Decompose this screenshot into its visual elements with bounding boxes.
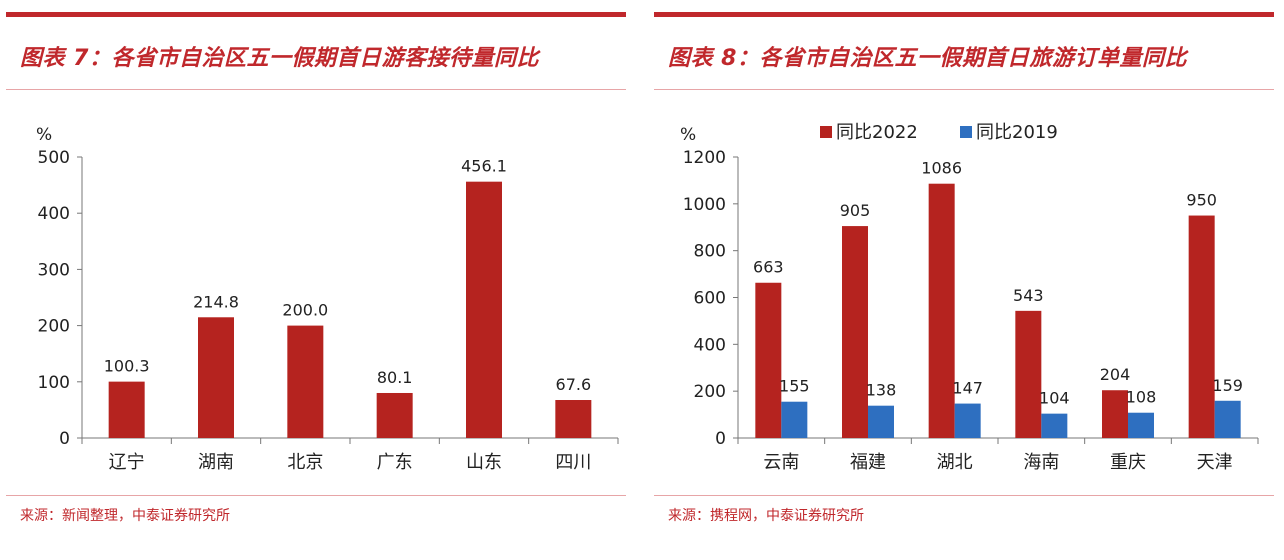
data-label: 204 bbox=[1100, 365, 1131, 384]
x-category-label: 云南 bbox=[763, 452, 799, 473]
bar-chart-orders: % 0 200 400 600 800 1000 1200 云南 福建 湖北 海南 重庆 天津 663 905… bbox=[680, 122, 1259, 473]
y-tick-label: 1000 bbox=[683, 195, 726, 215]
y-tick-label: 600 bbox=[694, 289, 726, 309]
x-category-label: 四川 bbox=[555, 452, 591, 473]
legend-swatch bbox=[820, 126, 832, 138]
data-label: 950 bbox=[1186, 191, 1217, 210]
bar bbox=[868, 405, 894, 438]
data-label: 159 bbox=[1212, 376, 1243, 395]
data-label: 100.3 bbox=[104, 357, 150, 376]
legend-entry: 同比2019 bbox=[976, 122, 1058, 143]
top-accent-rule bbox=[654, 12, 1274, 17]
bar-chart-visitors: % 0 100 200 300 400 500 辽宁 湖南 北京 广东 山东 四川 100.3 214.8 2… bbox=[36, 125, 619, 473]
legend-entry: 同比2022 bbox=[836, 122, 918, 143]
data-label: 147 bbox=[952, 379, 983, 398]
y-tick-label: 500 bbox=[38, 148, 70, 168]
data-label: 104 bbox=[1039, 389, 1070, 408]
data-label: 214.8 bbox=[193, 292, 239, 311]
bar bbox=[1102, 390, 1128, 438]
title-divider bbox=[6, 89, 626, 90]
x-category-label: 海南 bbox=[1023, 452, 1059, 473]
bar bbox=[108, 381, 145, 438]
x-category-label: 湖北 bbox=[937, 452, 973, 473]
chart-panel-visitors: 图表 7：各省市自治区五一假期首日游客接待量同比 % 0 100 200 300 400 5… bbox=[6, 0, 626, 560]
y-tick-label: 100 bbox=[38, 373, 70, 393]
y-unit-label: % bbox=[680, 125, 696, 145]
bar bbox=[1041, 413, 1068, 438]
x-category-label: 山东 bbox=[466, 452, 502, 473]
bar bbox=[781, 401, 808, 438]
x-category-label: 重庆 bbox=[1110, 452, 1146, 473]
x-category-label: 辽宁 bbox=[109, 452, 145, 473]
y-unit-label: % bbox=[36, 125, 52, 145]
data-label: 80.1 bbox=[377, 368, 413, 387]
data-label: 138 bbox=[866, 381, 897, 400]
bar bbox=[842, 226, 868, 438]
chart-title: 图表 7：各省市自治区五一假期首日游客接待量同比 bbox=[20, 46, 539, 71]
bar bbox=[755, 282, 782, 438]
legend-swatch bbox=[960, 126, 972, 138]
source-divider bbox=[6, 495, 626, 496]
title-divider bbox=[654, 89, 1274, 90]
data-label: 108 bbox=[1126, 388, 1157, 407]
data-label: 67.6 bbox=[556, 375, 592, 394]
y-tick-label: 800 bbox=[694, 242, 726, 262]
x-category-label: 天津 bbox=[1197, 452, 1233, 473]
y-tick-label: 1200 bbox=[683, 148, 726, 168]
bar bbox=[1188, 215, 1215, 438]
data-label: 155 bbox=[779, 377, 810, 396]
data-label: 663 bbox=[753, 258, 784, 277]
y-tick-label: 0 bbox=[59, 429, 70, 449]
x-category-label: 北京 bbox=[287, 452, 323, 473]
bar bbox=[287, 325, 324, 438]
bar bbox=[1015, 310, 1042, 438]
bar bbox=[555, 400, 592, 438]
bar bbox=[1214, 400, 1241, 438]
bar bbox=[928, 183, 955, 438]
top-accent-rule bbox=[6, 12, 626, 17]
y-tick-label: 0 bbox=[715, 429, 726, 449]
source-note: 来源：携程网，中泰证券研究所 bbox=[668, 508, 864, 524]
y-tick-label: 200 bbox=[38, 317, 70, 337]
y-tick-label: 400 bbox=[38, 204, 70, 224]
bar bbox=[198, 317, 234, 438]
data-label: 456.1 bbox=[461, 157, 507, 176]
chart-title: 图表 8：各省市自治区五一假期首日旅游订单量同比 bbox=[668, 46, 1187, 71]
source-divider bbox=[654, 495, 1274, 496]
y-tick-label: 400 bbox=[694, 335, 726, 355]
chart-panel-orders: 图表 8：各省市自治区五一假期首日旅游订单量同比 % 0 200 400 600 800 1… bbox=[654, 0, 1274, 560]
bar bbox=[1128, 412, 1154, 438]
bar bbox=[376, 392, 413, 438]
bar bbox=[954, 403, 981, 438]
data-label: 200.0 bbox=[282, 301, 328, 320]
bar bbox=[466, 181, 502, 438]
y-tick-label: 300 bbox=[38, 260, 70, 280]
x-category-label: 福建 bbox=[850, 452, 886, 473]
data-label: 905 bbox=[840, 201, 871, 220]
data-label: 1086 bbox=[921, 159, 962, 178]
y-tick-label: 200 bbox=[694, 382, 726, 402]
source-note: 来源：新闻整理，中泰证券研究所 bbox=[20, 508, 230, 524]
x-category-label: 湖南 bbox=[198, 452, 234, 473]
x-category-label: 广东 bbox=[377, 452, 413, 473]
data-label: 543 bbox=[1013, 286, 1044, 305]
